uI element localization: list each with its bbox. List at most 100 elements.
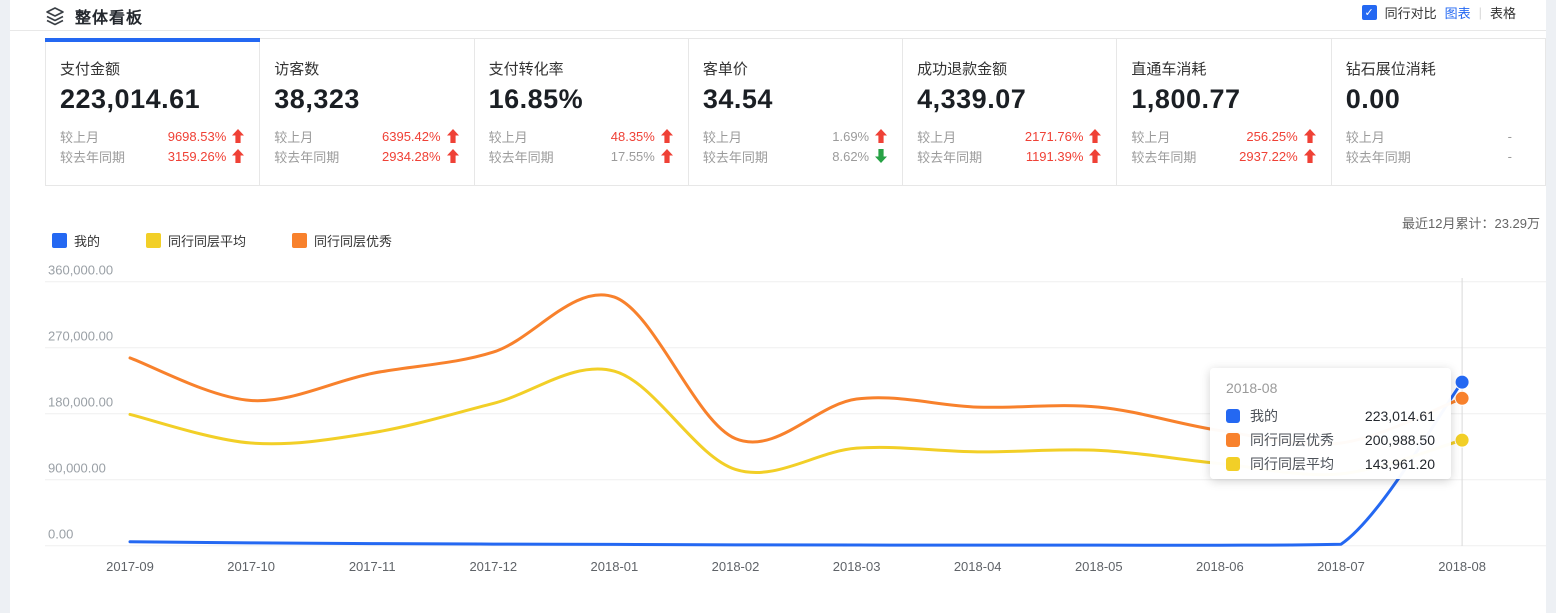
up-arrow-icon	[1089, 149, 1102, 163]
kpi-card-value: 4,339.07	[917, 84, 1027, 114]
x-axis-label: 2018-06	[1196, 559, 1244, 574]
kpi-card-rows: 较上月 2171.76% 较去年同期 1191.39%	[917, 126, 1102, 166]
kpi-card-value: 1,800.77	[1131, 84, 1241, 114]
up-arrow-icon	[660, 149, 674, 163]
kpi-card-title: 成功退款金额	[917, 61, 1008, 78]
content-panel: 整体看板 ✓ 同行对比 图表 | 表格 支付金额 223,014.61 较上月 969…	[10, 0, 1546, 613]
peer-compare-label: 同行对比	[1384, 6, 1437, 21]
kpi-card-diamond-booth-cost[interactable]: 钻石展位消耗 0.00 较上月 - 较去年同期 -	[1332, 39, 1545, 185]
compare-label: 较去年同期	[1131, 149, 1197, 165]
tooltip-series-chip	[1226, 409, 1240, 423]
x-axis-label: 2018-05	[1075, 559, 1123, 574]
x-axis-label: 2018-08	[1438, 559, 1486, 574]
x-axis-label: 2017-09	[106, 559, 154, 574]
tooltip-row: 我的 223,014.61	[1226, 404, 1435, 428]
compare-value: 2934.28%	[382, 148, 441, 164]
kpi-compare-row: 较去年同期 1191.39%	[917, 146, 1102, 166]
kpi-card-refund-amount[interactable]: 成功退款金额 4,339.07 较上月 2171.76% 较去年同期 1191.39%	[903, 39, 1118, 185]
kpi-card-ztc-cost[interactable]: 直通车消耗 1,800.77 较上月 256.25% 较去年同期 2937.22%	[1117, 39, 1332, 185]
legend-label: 同行同层平均	[168, 234, 247, 249]
legend-swatch	[52, 233, 67, 248]
legend-swatch	[146, 233, 162, 248]
tooltip-row: 同行同层平均 143,961.20	[1226, 452, 1435, 476]
compare-value: 48.35%	[610, 128, 655, 144]
x-axis-label: 2017-11	[349, 559, 396, 574]
kpi-card-avg-order-value[interactable]: 客单价 34.54 较上月 1.69% 较去年同期 8.62%	[689, 39, 904, 185]
tooltip-row: 同行同层优秀 200,988.50	[1226, 428, 1435, 452]
kpi-compare-row: 较上月 256.25%	[1131, 126, 1316, 146]
x-axis-label: 2017-12	[469, 559, 517, 574]
kpi-card-rows: 较上月 1.69% 较去年同期 8.62%	[703, 126, 888, 166]
kpi-card-payment-conversion-rate[interactable]: 支付转化率 16.85% 较上月 48.35% 较去年同期 17.55%	[475, 39, 689, 185]
kpi-card-rows: 较上月 - 较去年同期 -	[1346, 126, 1531, 166]
tooltip-series-chip	[1226, 433, 1240, 447]
y-axis-label: 90,000.00	[48, 461, 106, 476]
kpi-card-payment-amount[interactable]: 支付金额 223,014.61 较上月 9698.53% 较去年同期 3159.26%	[44, 38, 261, 185]
kpi-card-rows: 较上月 9698.53% 较去年同期 3159.26%	[60, 126, 245, 166]
chart-tooltip: 2018-08 我的 223,014.61 同行同层优秀 200,988.50 同行同层…	[1210, 368, 1451, 479]
kpi-cards: 支付金额 223,014.61 较上月 9698.53% 较去年同期 3159.26% 访客…	[44, 38, 1546, 186]
kpi-card-visitors[interactable]: 访客数 38,323 较上月 6395.42% 较去年同期 2934.28%	[260, 39, 475, 185]
compare-label: 较上月	[60, 129, 100, 145]
kpi-card-title: 直通车消耗	[1131, 61, 1207, 78]
compare-label: 较上月	[1345, 129, 1385, 145]
compare-value: 1191.39%	[1025, 148, 1084, 164]
compare-value: 2171.76%	[1024, 128, 1084, 144]
legend-mine[interactable]: 我的	[52, 231, 100, 250]
up-arrow-icon	[232, 149, 245, 163]
hover-point	[1454, 374, 1470, 390]
compare-value: 2937.22%	[1239, 148, 1298, 164]
x-axis-label: 2018-04	[954, 559, 1002, 574]
compare-label: 较去年同期	[488, 149, 554, 165]
kpi-card-rows: 较上月 6395.42% 较去年同期 2934.28%	[274, 126, 459, 166]
recent-12m-total: 最近12月累计：23.29万	[1402, 216, 1540, 231]
view-table-link[interactable]: 表格	[1489, 6, 1516, 21]
tooltip-series-value: 200,988.50	[1364, 432, 1435, 448]
kpi-card-title: 支付转化率	[488, 61, 564, 78]
kpi-compare-row: 较去年同期 8.62%	[703, 146, 888, 166]
page-title: 整体看板	[75, 10, 144, 27]
y-axis-label: 0.00	[48, 527, 73, 542]
kpi-compare-row: 较去年同期 2934.28%	[274, 146, 459, 166]
compare-value: -	[1507, 128, 1512, 144]
up-arrow-icon	[1303, 129, 1317, 143]
peer-compare-checkbox[interactable]: ✓	[1361, 5, 1377, 20]
compare-value: 9698.53%	[167, 128, 227, 144]
arrow-placeholder	[1518, 129, 1531, 143]
x-axis-label: 2018-07	[1317, 559, 1365, 574]
up-arrow-icon	[660, 129, 674, 143]
legend-label: 我的	[74, 234, 101, 249]
legend-label: 同行同层优秀	[314, 234, 393, 249]
compare-value: -	[1507, 148, 1512, 164]
compare-value: 8.62%	[832, 148, 870, 164]
kpi-card-title: 客单价	[702, 61, 748, 78]
compare-label: 较上月	[917, 129, 957, 145]
kpi-compare-row: 较去年同期 17.55%	[489, 146, 674, 166]
kpi-card-value: 34.54	[702, 84, 773, 114]
compare-label: 较上月	[1131, 129, 1171, 145]
layers-icon	[45, 6, 65, 26]
legend-swatch	[292, 233, 308, 248]
down-arrow-icon	[875, 149, 888, 163]
y-axis-label: 270,000.00	[48, 329, 113, 344]
up-arrow-icon	[1303, 149, 1317, 163]
view-divider: |	[1478, 5, 1482, 20]
y-axis-label: 360,000.00	[48, 263, 113, 278]
y-axis-label: 180,000.00	[48, 395, 113, 410]
tooltip-series-name: 同行同层平均	[1250, 456, 1334, 472]
kpi-compare-row: 较去年同期 -	[1346, 146, 1531, 166]
view-chart-link[interactable]: 图表	[1444, 6, 1471, 21]
legend-peer-average[interactable]: 同行同层平均	[146, 231, 246, 250]
chart-legend: 我的 同行同层平均 同行同层优秀	[52, 231, 392, 250]
hover-point	[1454, 432, 1470, 448]
compare-value: 6395.42%	[382, 128, 441, 144]
tooltip-series-value: 223,014.61	[1364, 408, 1435, 424]
kpi-compare-row: 较上月 -	[1346, 126, 1531, 146]
header: 整体看板 ✓ 同行对比 图表 | 表格	[10, 0, 1546, 31]
legend-peer-best[interactable]: 同行同层优秀	[292, 231, 392, 250]
compare-label: 较去年同期	[1345, 149, 1411, 165]
up-arrow-icon	[232, 129, 245, 143]
compare-value: 256.25%	[1246, 128, 1298, 144]
x-axis-label: 2018-01	[591, 559, 639, 574]
